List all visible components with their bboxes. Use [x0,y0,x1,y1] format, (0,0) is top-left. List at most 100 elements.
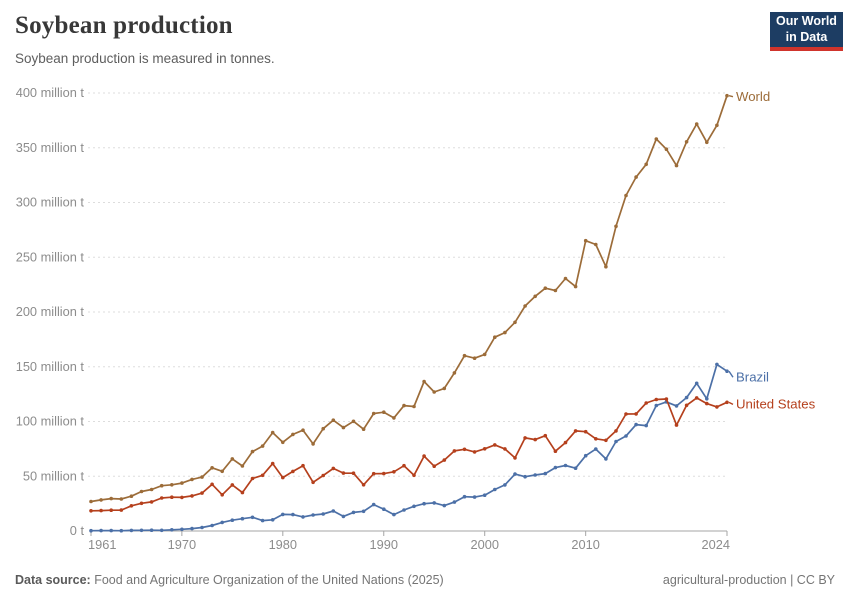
series-label-connector-world [728,95,734,98]
series-point-world [705,140,709,145]
series-point-brazil [89,528,93,533]
series-point-world [281,440,285,445]
series-point-world [674,163,679,168]
series-point-world [442,386,447,391]
series-point-world [382,410,386,415]
series-point-brazil [351,510,356,515]
series-point-world [472,356,477,361]
series-line-world[interactable] [90,94,728,503]
series-point-united-states [230,483,235,487]
y-axis-tick-label: 100 million t [16,414,85,429]
chart-subtitle: Soybean production is measured in tonnes… [15,51,275,66]
series-point-brazil [240,516,245,521]
y-axis-tick-label: 150 million t [16,359,85,374]
series-point-brazil [634,422,638,427]
x-axis-tick-label: 1990 [370,537,398,552]
series-point-world [230,457,235,461]
series-point-united-states [382,471,386,476]
series-point-united-states [644,401,648,405]
series-point-brazil [563,463,568,468]
series-point-brazil [583,453,588,458]
series-point-brazil [452,500,457,504]
series-point-united-states [402,463,406,468]
series-point-united-states [472,450,477,454]
series-point-united-states [321,473,326,478]
data-source-text: Food and Agriculture Organization of the… [90,573,444,587]
page-title: Soybean production [15,12,233,39]
series-point-brazil [472,495,477,499]
series-point-brazil [129,528,134,533]
series-line-brazil[interactable] [90,363,728,532]
series-line-united-states[interactable] [90,397,728,512]
series-point-united-states [331,466,336,471]
series-point-united-states [523,436,527,440]
series-point-united-states [260,473,265,478]
series-point-united-states [452,449,457,453]
series-point-united-states [250,476,255,481]
series-point-united-states [583,429,588,434]
series-point-brazil [402,508,406,512]
series-point-brazil [119,528,124,533]
series-point-world [331,418,336,423]
x-axis-tick-label: 1970 [168,537,196,552]
series-point-united-states [311,480,315,485]
series-end-label-world[interactable]: World [736,89,770,104]
series-point-brazil [442,503,447,508]
series-point-world [422,379,426,384]
series-point-brazil [371,502,376,507]
series-point-brazil [190,526,194,531]
series-label-connector-brazil [728,370,734,378]
series-point-world [311,442,315,446]
series-point-brazil [614,439,618,444]
series-point-brazil [654,403,659,408]
series-point-world [149,487,154,492]
series-point-united-states [220,493,224,497]
series-point-united-states [159,496,164,500]
series-point-world [210,466,214,470]
series-point-united-states [594,437,598,441]
series-point-united-states [563,440,568,445]
series-point-brazil [684,395,689,400]
series-point-united-states [432,464,437,469]
series-point-united-states [462,447,467,452]
x-axis-tick-label: 2000 [470,537,498,552]
series-point-united-states [190,494,194,498]
series-point-world [725,93,729,98]
series-point-brazil [482,493,487,498]
y-axis-tick-label: 250 million t [16,249,85,264]
series-point-united-states [371,471,376,476]
series-point-world [180,481,184,485]
series-point-world [220,469,224,474]
series-end-label-brazil[interactable]: Brazil [736,370,769,385]
series-point-brazil [159,528,164,533]
owid-logo-line2: in Data [785,29,828,44]
series-point-brazil [533,473,537,477]
series-point-world [119,497,124,501]
series-point-world [371,411,376,416]
series-point-united-states [493,443,497,447]
series-point-world [614,224,618,229]
series-point-united-states [694,396,699,400]
series-point-brazil [432,501,437,505]
owid-logo-line1: Our World [776,13,837,28]
series-point-united-states [573,429,578,433]
series-label-connector-united-states [728,401,734,405]
series-point-united-states [614,429,618,433]
series-point-world [351,419,356,424]
series-end-label-united-states[interactable]: United States [736,397,816,412]
series-point-world [513,320,517,325]
series-point-world [563,276,568,281]
series-point-brazil [462,494,467,499]
series-point-united-states [634,412,638,416]
series-point-brazil [180,527,184,532]
series-point-world [200,475,204,479]
series-point-brazil [301,515,305,519]
series-point-world [664,147,669,151]
series-point-world [523,304,527,308]
series-point-world [99,498,103,502]
series-point-brazil [382,507,386,512]
series-point-brazil [361,509,366,514]
series-point-united-states [281,475,285,480]
series-point-brazil [573,466,578,471]
